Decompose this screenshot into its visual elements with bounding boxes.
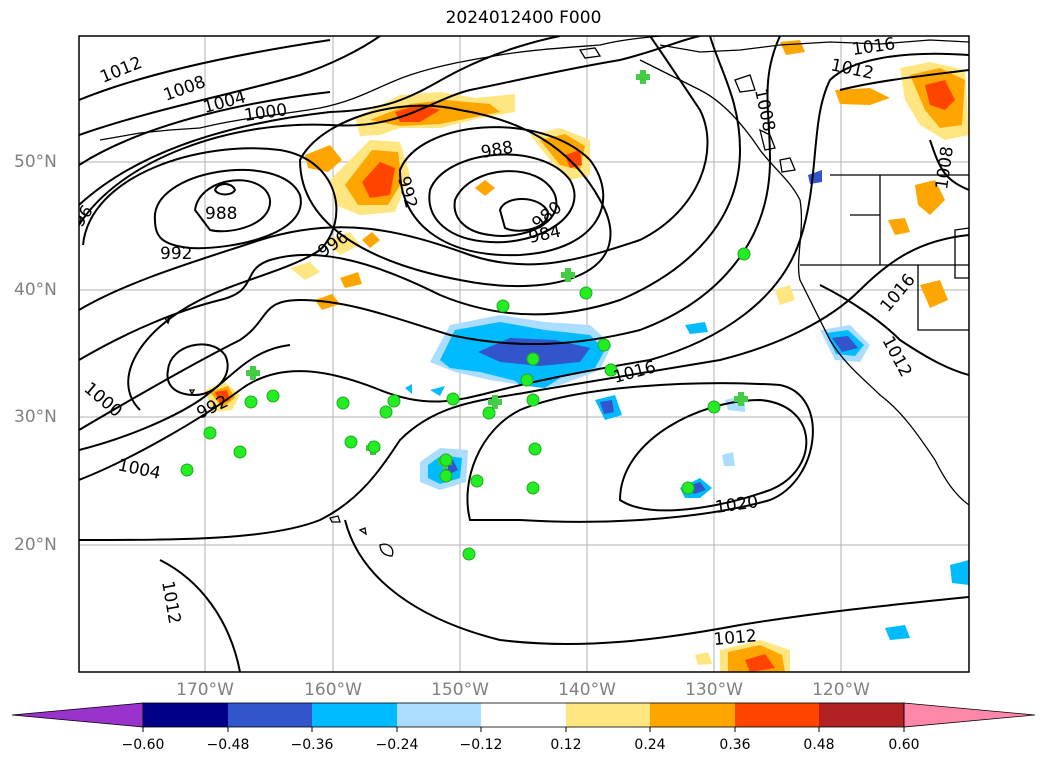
isobar-label: 988 bbox=[205, 204, 237, 224]
map-frame bbox=[78, 35, 970, 673]
longitude-label: 160°W bbox=[304, 680, 362, 700]
colorbar-segment bbox=[735, 703, 819, 727]
latitude-label: 50°N bbox=[14, 152, 57, 172]
colorbar-tick-label: 0.36 bbox=[719, 737, 751, 753]
colorbar-tick-label: 0.48 bbox=[803, 737, 835, 753]
colorbar-segment bbox=[397, 703, 481, 727]
colorbar bbox=[11, 702, 1036, 732]
colorbar-max-extend bbox=[903, 702, 1036, 728]
colorbar-segment bbox=[650, 703, 735, 727]
longitude-label: 140°W bbox=[558, 680, 616, 700]
colorbar-tick-label: 0.24 bbox=[634, 737, 666, 753]
colorbar-segment bbox=[312, 703, 397, 727]
colorbar-segment bbox=[819, 703, 904, 727]
coastlines bbox=[99, 36, 969, 557]
colorbar-tick-label: −0.24 bbox=[375, 737, 419, 753]
longitude-label: 170°W bbox=[176, 680, 234, 700]
latitude-label: 30°N bbox=[14, 407, 57, 427]
map-title: 2024012400 F000 bbox=[445, 8, 602, 28]
longitude-label: 120°W bbox=[812, 680, 870, 700]
colorbar-segment bbox=[228, 703, 312, 727]
latitude-label: 40°N bbox=[14, 280, 57, 300]
colorbar-min-extend bbox=[11, 702, 144, 728]
latitude-label: 20°N bbox=[14, 535, 57, 555]
isobars bbox=[79, 36, 969, 672]
colorbar-tick-label: 0.60 bbox=[888, 737, 920, 753]
colorbar-tick-label: −0.48 bbox=[206, 737, 250, 753]
colorbar-segment bbox=[143, 703, 228, 727]
colorbar-segment bbox=[481, 703, 566, 727]
observation-circles bbox=[180, 247, 751, 561]
isobar-label: 1016 bbox=[851, 34, 897, 60]
colorbar-tick-label: −0.60 bbox=[121, 737, 165, 753]
longitude-label: 150°W bbox=[431, 680, 489, 700]
colorbar-tick-label: −0.36 bbox=[290, 737, 334, 753]
colorbar-segment bbox=[566, 703, 650, 727]
longitude-label: 130°W bbox=[685, 680, 743, 700]
colorbar-tick-label: −0.12 bbox=[459, 737, 503, 753]
colorbar-tick-label: 0.12 bbox=[550, 737, 582, 753]
isobar-label: 1012 bbox=[713, 626, 758, 650]
isobar-label: 992 bbox=[160, 244, 192, 264]
